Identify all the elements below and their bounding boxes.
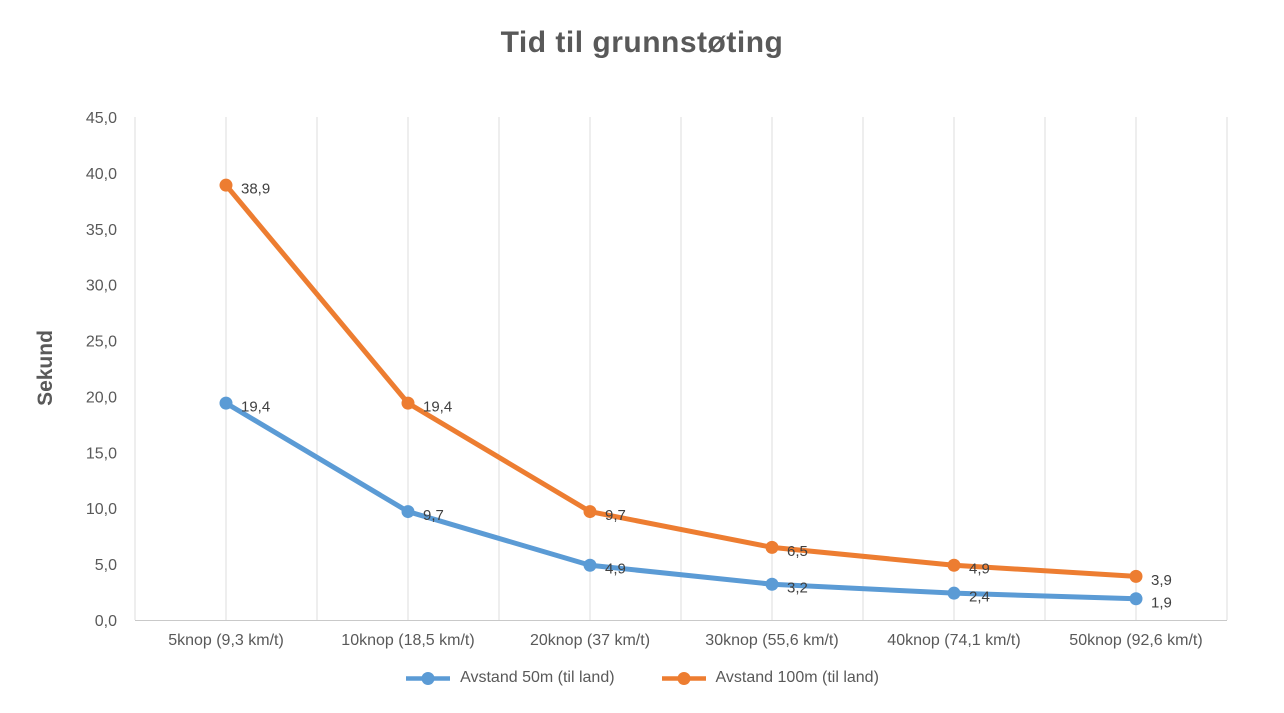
data-point-avstand-100m-til-land — [401, 396, 415, 410]
legend-label-avstand-50m: Avstand 50m (til land) — [460, 669, 615, 686]
x-category-label: 5knop (9,3 km/t) — [168, 632, 284, 649]
data-label-avstand-100m-til-land: 19,4 — [423, 399, 452, 416]
data-point-avstand-50m-til-land — [765, 577, 779, 591]
data-point-avstand-100m-til-land — [947, 558, 961, 572]
series-line-avstand-100m-til-land — [223, 182, 1139, 579]
y-tick-label: 5,0 — [95, 557, 117, 574]
y-tick-label: 10,0 — [86, 501, 117, 518]
data-point-avstand-100m-til-land — [1129, 569, 1143, 583]
data-label-avstand-100m-til-land: 3,9 — [1151, 572, 1172, 589]
data-point-avstand-100m-til-land — [765, 540, 779, 554]
data-point-avstand-100m-til-land — [219, 178, 233, 192]
y-tick-label: 30,0 — [86, 278, 117, 295]
data-point-avstand-50m-til-land — [947, 586, 961, 600]
chart-title: Tid til grunnstøting — [500, 26, 784, 59]
x-category-label: 20knop (37 km/t) — [530, 632, 650, 649]
x-category-label: 10knop (18,5 km/t) — [341, 632, 474, 649]
x-category-label: 50knop (92,6 km/t) — [1069, 632, 1202, 649]
data-label-avstand-50m-til-land: 1,9 — [1151, 594, 1172, 611]
x-category-label: 30knop (55,6 km/t) — [705, 632, 838, 649]
data-label-avstand-100m-til-land: 4,9 — [969, 561, 990, 578]
data-point-avstand-50m-til-land — [401, 505, 415, 519]
data-label-avstand-100m-til-land: 6,5 — [787, 543, 808, 560]
data-label-avstand-50m-til-land: 2,4 — [969, 589, 990, 606]
legend: Avstand 50m (til land) Avstand 100m (til… — [0, 669, 1284, 687]
data-label-avstand-50m-til-land: 3,2 — [787, 580, 808, 597]
data-point-avstand-50m-til-land — [219, 396, 233, 410]
data-label-avstand-100m-til-land: 9,7 — [605, 507, 626, 524]
legend-item-avstand-50m: Avstand 50m (til land) — [405, 669, 615, 687]
data-point-avstand-50m-til-land — [1129, 592, 1143, 606]
data-point-avstand-100m-til-land — [583, 505, 597, 519]
y-tick-label: 25,0 — [86, 334, 117, 351]
data-label-avstand-50m-til-land: 19,4 — [241, 399, 270, 416]
data-point-avstand-50m-til-land — [583, 558, 597, 572]
y-tick-label: 35,0 — [86, 222, 117, 239]
data-label-avstand-50m-til-land: 9,7 — [423, 507, 444, 524]
y-tick-label: 20,0 — [86, 389, 117, 406]
y-tick-label: 15,0 — [86, 445, 117, 462]
data-label-avstand-100m-til-land: 38,9 — [241, 181, 270, 198]
data-label-avstand-50m-til-land: 4,9 — [605, 561, 626, 578]
y-tick-label: 45,0 — [86, 110, 117, 127]
y-tick-label: 40,0 — [86, 166, 117, 183]
legend-item-avstand-100m: Avstand 100m (til land) — [661, 669, 879, 687]
y-tick-label: 0,0 — [95, 613, 117, 630]
legend-label-avstand-100m: Avstand 100m (til land) — [715, 669, 879, 686]
series-line-avstand-50m-til-land — [223, 400, 1139, 602]
line-marker-icon — [406, 671, 451, 685]
x-category-label: 40knop (74,1 km/t) — [887, 632, 1020, 649]
line-marker-icon — [661, 671, 706, 685]
